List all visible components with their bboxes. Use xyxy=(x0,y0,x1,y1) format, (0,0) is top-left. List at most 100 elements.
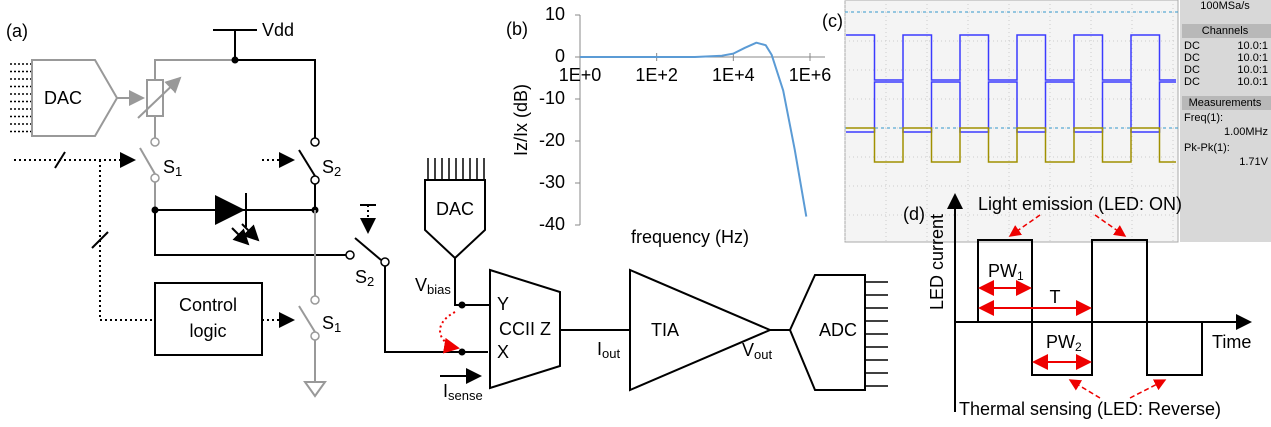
resistor-arrow xyxy=(138,78,180,118)
wire xyxy=(235,60,315,138)
x-tick-label: 1E+4 xyxy=(712,65,755,85)
port-label: Z xyxy=(540,319,551,339)
y-axis-title: LED current xyxy=(927,214,947,310)
port-label: X xyxy=(497,342,509,362)
measure-label: Freq(1): xyxy=(1184,112,1223,124)
dac-mid xyxy=(425,180,485,258)
label-sub: 2 xyxy=(1075,340,1082,354)
switch-blade xyxy=(140,148,155,174)
label-main: PW xyxy=(988,261,1017,281)
pw2-label: PW2 xyxy=(1046,332,1082,354)
sensing-label: Thermal sensing (LED: Reverse) xyxy=(959,399,1221,419)
dac-inputs xyxy=(428,158,484,180)
dac-label: DAC xyxy=(436,199,474,219)
switch-terminal xyxy=(151,138,159,146)
pw1-label: PW1 xyxy=(988,261,1024,283)
switch-label: S2 xyxy=(355,267,374,290)
switch-terminal xyxy=(311,176,319,184)
label-main: S xyxy=(355,267,367,287)
channel-coupling: DC xyxy=(1184,40,1200,52)
switch-blade xyxy=(355,238,381,260)
ccii-label: CCII xyxy=(499,319,535,339)
node xyxy=(459,349,466,356)
bus-slash xyxy=(55,152,65,168)
wire xyxy=(155,60,235,80)
switch-terminal xyxy=(311,296,319,304)
label-sub: 2 xyxy=(367,274,374,289)
control-label: logic xyxy=(189,321,226,341)
label-sub: 2 xyxy=(334,164,341,179)
switch-blade xyxy=(299,306,315,332)
adc-outputs xyxy=(865,282,888,386)
ground xyxy=(305,382,325,396)
panel-label: (d) xyxy=(903,204,925,224)
switch-label: S1 xyxy=(163,157,182,180)
section-title: Channels xyxy=(1202,25,1249,37)
channel-coupling: DC xyxy=(1184,52,1200,64)
chart: (b) Iz/Ix (dB) frequency (Hz) 100-10-20-… xyxy=(506,4,831,247)
switch-terminal xyxy=(381,258,389,266)
label-sub: 1 xyxy=(334,320,341,335)
channel-coupling: DC xyxy=(1184,76,1200,88)
y-tick-label: -20 xyxy=(539,130,565,150)
panel-label: (c) xyxy=(822,11,843,31)
node xyxy=(232,57,239,64)
switch-terminal xyxy=(151,174,159,182)
measure-value: 1.00MHz xyxy=(1224,126,1268,138)
switch-blade xyxy=(299,150,315,176)
x-axis-title: frequency (Hz) xyxy=(631,227,749,247)
channel-probe: 10.0:1 xyxy=(1237,64,1268,76)
label-main: V xyxy=(415,275,427,295)
label-main: PW xyxy=(1046,332,1075,352)
y-tick-label: 10 xyxy=(545,4,565,24)
label-sub: out xyxy=(754,347,772,362)
panel-label: (b) xyxy=(506,19,528,39)
vdd-label: Vdd xyxy=(262,20,294,40)
y-axis-title: Iz/Ix (dB) xyxy=(511,84,531,156)
resistor xyxy=(147,80,163,116)
label-main: S xyxy=(163,157,175,177)
switch-terminal xyxy=(346,251,354,259)
y-tick-label: -40 xyxy=(539,214,565,234)
y-tick-label: -30 xyxy=(539,172,565,192)
label-sub: out xyxy=(602,346,620,361)
channel-coupling: DC xyxy=(1184,64,1200,76)
vout-label: Vout xyxy=(742,340,772,363)
node xyxy=(459,302,466,309)
x-axis-title: Time xyxy=(1212,332,1251,352)
circuit: (a) DAC Vdd S1 S2 xyxy=(6,20,888,404)
label-sub: bias xyxy=(427,282,451,297)
dac-label: DAC xyxy=(44,88,82,108)
x-tick-label: 1E+0 xyxy=(559,65,602,85)
led xyxy=(215,195,245,225)
red-arrow xyxy=(1070,380,1100,398)
y-tick-label: 0 xyxy=(555,46,565,66)
control-label: Control xyxy=(179,295,237,315)
label-main: S xyxy=(322,157,334,177)
emission-arrow xyxy=(232,228,248,244)
switch-label: S2 xyxy=(322,157,341,180)
emission-label: Light emission (LED: ON) xyxy=(978,194,1182,214)
wire xyxy=(385,266,488,352)
switch-terminal xyxy=(311,138,319,146)
isense-label: Isense xyxy=(443,381,483,404)
period-label: T xyxy=(1050,287,1061,307)
adc-label: ADC xyxy=(819,320,857,340)
port-label: Y xyxy=(497,294,509,314)
vbias-label: Vbias xyxy=(415,275,451,298)
label-sub: 1 xyxy=(175,164,182,179)
channel-probe: 10.0:1 xyxy=(1237,52,1268,64)
label-sub: 1 xyxy=(1017,269,1024,283)
label-sub: sense xyxy=(448,388,483,403)
section-title: Measurements xyxy=(1189,97,1262,109)
measure-value: 1.71V xyxy=(1239,156,1268,168)
channel-probe: 10.0:1 xyxy=(1237,76,1268,88)
x-tick-label: 1E+2 xyxy=(635,65,678,85)
red-arrow xyxy=(1130,380,1165,398)
red-arrow xyxy=(440,312,458,348)
iout-label: Iout xyxy=(597,339,620,362)
tia-label: TIA xyxy=(651,320,679,340)
wire xyxy=(455,258,490,305)
channel-probe: 10.0:1 xyxy=(1237,40,1268,52)
measure-label: Pk-Pk(1): xyxy=(1184,142,1230,154)
